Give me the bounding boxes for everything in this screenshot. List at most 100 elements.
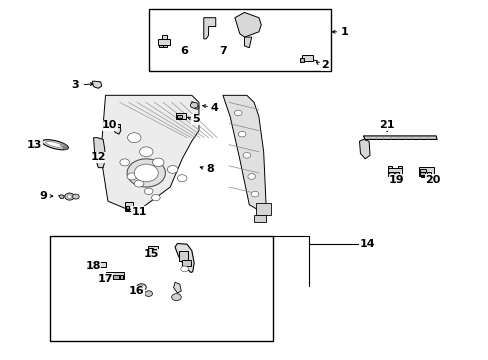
Text: 1: 1 <box>340 27 347 37</box>
Circle shape <box>72 194 79 199</box>
Ellipse shape <box>42 140 68 150</box>
Polygon shape <box>173 282 181 293</box>
Bar <box>124 202 133 211</box>
Text: 18: 18 <box>85 261 101 271</box>
Text: 17: 17 <box>97 274 113 284</box>
Circle shape <box>238 131 245 137</box>
Circle shape <box>65 193 74 200</box>
Circle shape <box>251 191 258 197</box>
Bar <box>159 45 163 47</box>
Text: 21: 21 <box>379 120 394 130</box>
Circle shape <box>171 294 181 301</box>
Bar <box>106 275 112 279</box>
Bar <box>113 275 119 279</box>
Polygon shape <box>92 81 102 88</box>
Text: 8: 8 <box>206 165 213 174</box>
Polygon shape <box>190 102 199 109</box>
Circle shape <box>120 159 129 166</box>
Bar <box>158 39 170 45</box>
Bar <box>387 168 401 176</box>
Text: 13: 13 <box>27 140 42 150</box>
Polygon shape <box>223 95 265 212</box>
Bar <box>163 45 166 47</box>
Bar <box>426 172 430 175</box>
Bar <box>395 172 399 176</box>
Bar <box>419 167 433 176</box>
Bar <box>94 264 99 266</box>
Bar <box>425 176 427 177</box>
Bar <box>148 9 330 71</box>
Bar <box>50 237 273 341</box>
Text: 12: 12 <box>90 152 105 162</box>
Polygon shape <box>175 243 194 273</box>
Circle shape <box>63 146 67 149</box>
Bar <box>114 124 120 127</box>
Circle shape <box>152 158 163 167</box>
Bar <box>125 206 129 210</box>
Bar <box>420 176 423 177</box>
Bar <box>388 172 393 176</box>
Circle shape <box>139 285 143 289</box>
Circle shape <box>139 147 153 157</box>
Ellipse shape <box>45 141 64 148</box>
Bar <box>148 248 153 251</box>
Bar <box>177 116 182 118</box>
Bar <box>387 166 391 168</box>
Circle shape <box>127 159 165 187</box>
Circle shape <box>134 180 143 187</box>
Bar <box>397 166 401 168</box>
Text: 11: 11 <box>132 207 147 217</box>
Circle shape <box>247 174 255 179</box>
Circle shape <box>67 195 72 198</box>
Bar <box>179 251 188 261</box>
Bar <box>176 113 185 119</box>
Polygon shape <box>234 12 261 37</box>
Text: 6: 6 <box>180 46 188 56</box>
Circle shape <box>127 133 141 143</box>
Bar <box>429 176 432 177</box>
Bar <box>105 273 123 279</box>
Polygon shape <box>363 136 436 139</box>
Circle shape <box>177 175 186 182</box>
Circle shape <box>127 173 137 180</box>
Circle shape <box>61 144 64 147</box>
Text: 4: 4 <box>210 103 219 113</box>
Circle shape <box>181 266 188 272</box>
Text: 16: 16 <box>128 286 144 296</box>
Bar <box>93 262 105 267</box>
Circle shape <box>63 147 67 149</box>
Circle shape <box>134 164 158 182</box>
Bar <box>147 246 158 251</box>
Polygon shape <box>112 124 121 134</box>
Text: 15: 15 <box>143 249 159 259</box>
Text: 10: 10 <box>102 120 117 130</box>
Text: 5: 5 <box>191 114 199 124</box>
Polygon shape <box>101 95 199 208</box>
Circle shape <box>234 110 242 116</box>
Bar <box>162 35 166 39</box>
Circle shape <box>190 102 198 108</box>
Bar <box>182 260 190 266</box>
Bar <box>420 172 424 175</box>
Circle shape <box>243 153 250 158</box>
Polygon shape <box>244 37 251 48</box>
Circle shape <box>62 144 65 147</box>
Circle shape <box>144 291 152 296</box>
Circle shape <box>151 194 160 201</box>
Text: 7: 7 <box>219 46 226 56</box>
Bar <box>420 170 425 171</box>
Bar <box>254 215 265 222</box>
Text: 20: 20 <box>424 175 440 185</box>
Circle shape <box>167 166 178 173</box>
Polygon shape <box>203 18 215 39</box>
Bar <box>256 203 270 215</box>
Polygon shape <box>359 139 369 159</box>
Bar <box>302 55 312 61</box>
Bar <box>120 275 122 279</box>
Circle shape <box>63 145 66 148</box>
Polygon shape <box>93 138 105 168</box>
Text: 9: 9 <box>39 191 47 201</box>
Text: 14: 14 <box>359 239 374 248</box>
Text: 2: 2 <box>321 60 328 70</box>
Circle shape <box>136 284 146 291</box>
